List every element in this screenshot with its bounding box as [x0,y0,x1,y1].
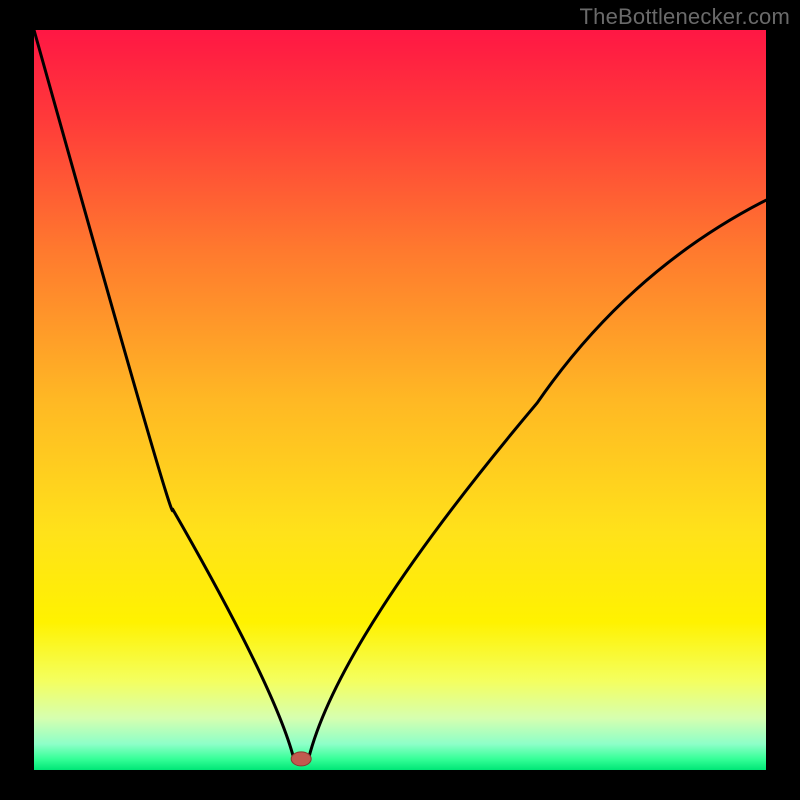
watermark-text: TheBottlenecker.com [580,4,790,30]
bottleneck-chart [0,0,800,800]
chart-stage: TheBottlenecker.com [0,0,800,800]
optimum-marker [291,752,311,766]
chart-plot-area [34,30,766,770]
